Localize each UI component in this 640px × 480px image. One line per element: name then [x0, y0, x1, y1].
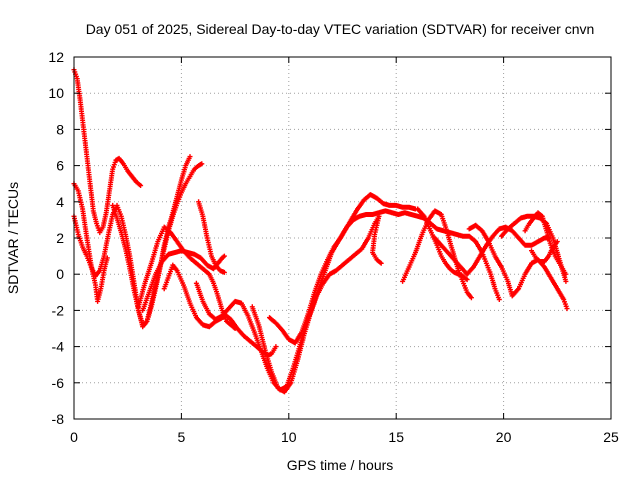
series-track-13	[415, 206, 470, 283]
x-tick-label: 0	[70, 429, 78, 445]
data-marks-track-13	[415, 206, 470, 283]
y-tick-label: 10	[48, 85, 64, 101]
data-marks-track-18	[529, 239, 560, 264]
y-tick-label: -2	[52, 302, 65, 318]
y-tick-label: 4	[56, 194, 64, 210]
y-tick-label: 8	[56, 121, 64, 137]
series-track-15	[466, 222, 570, 312]
data-marks-track-8	[196, 199, 227, 275]
y-tick-label: 12	[48, 49, 64, 65]
tick-labels: 0 5 10 15 20 25 -8 -6 -4 -2 0 2 4 6 8 10 12	[48, 49, 619, 445]
x-tick-label: 15	[388, 429, 404, 445]
series-track-18	[529, 239, 560, 264]
series-track-5	[135, 224, 238, 331]
data-marks-track-9	[193, 192, 418, 393]
chart-title: Day 051 of 2025, Sidereal Day-to-day VTE…	[86, 21, 595, 37]
x-tick-label: 20	[496, 429, 512, 445]
series-track-16	[499, 213, 569, 284]
data-marks-track-6	[140, 248, 227, 313]
x-axis-title: GPS time / hours	[287, 457, 394, 473]
y-tick-label: -6	[52, 375, 65, 391]
series-track-10	[249, 213, 384, 395]
x-tick-label: 5	[178, 429, 186, 445]
data-marks-track-5	[135, 224, 238, 331]
series-track-9	[193, 192, 418, 393]
series-track-4	[110, 161, 205, 330]
x-tick-label: 25	[603, 429, 619, 445]
x-tick-label: 10	[281, 429, 297, 445]
y-tick-label: 0	[56, 266, 64, 282]
series-track-8	[196, 199, 227, 275]
series-track-6	[140, 248, 227, 313]
y-tick-label: -8	[52, 411, 65, 427]
series-track-17	[522, 210, 569, 277]
data-marks-track-4	[110, 161, 205, 330]
data-marks-track-17	[522, 210, 569, 277]
data-series	[71, 67, 570, 395]
data-marks-track-12	[400, 208, 474, 301]
data-marks-track-16	[499, 213, 569, 284]
y-tick-label: 2	[56, 230, 64, 246]
data-marks-track-15	[466, 222, 570, 312]
y-axis-title: SDTVAR / TECUs	[5, 182, 21, 294]
data-marks-track-10	[249, 213, 384, 395]
y-tick-label: -4	[52, 339, 65, 355]
y-tick-label: 6	[56, 158, 64, 174]
axis-ticks	[73, 56, 612, 420]
series-track-12	[400, 208, 474, 301]
